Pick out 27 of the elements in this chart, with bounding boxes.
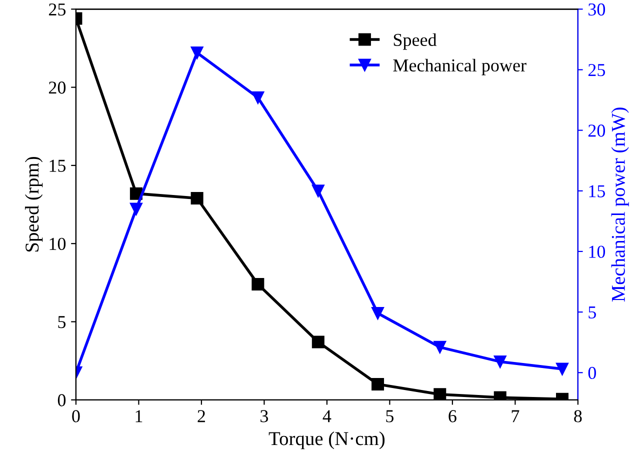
x-tick-label: 3 (260, 410, 268, 422)
x-tick-label: 5 (386, 410, 394, 422)
y2-tick-label: 10 (589, 246, 606, 258)
y2-tick-label: 20 (588, 124, 606, 137)
x-tick-label: 1 (136, 410, 142, 422)
x-tick-label: 8 (574, 410, 582, 422)
x-tick-label: 4 (322, 410, 332, 422)
x-tick-label: 2 (198, 410, 205, 422)
y-tick-label: 5 (58, 316, 66, 328)
x-tick-label: 0 (72, 410, 80, 422)
x-axis-title: Torque (N·cm) (268, 432, 385, 450)
y-tick-label: 15 (50, 160, 66, 172)
y2-axis-title: Mechanical power (mW) (611, 108, 629, 302)
y2-tick-label: 5 (588, 306, 596, 318)
x-tick-label: 7 (512, 410, 520, 422)
y2-tick-label: 30 (588, 3, 606, 16)
x-tick-label: 6 (448, 410, 456, 422)
y-tick-label: 20 (48, 82, 66, 94)
legend-label: Mechanical power (393, 58, 526, 76)
y-tick-label: 25 (48, 3, 66, 16)
y2-tick-label: 0 (588, 366, 596, 380)
y2-tick-label: 15 (589, 185, 605, 198)
y-tick-label: 10 (50, 238, 66, 250)
y-tick-label: 0 (58, 394, 66, 406)
y-axis-title: Speed (rpm) (24, 157, 43, 252)
y2-tick-label: 25 (588, 64, 605, 76)
legend-label: Speed (394, 33, 437, 50)
